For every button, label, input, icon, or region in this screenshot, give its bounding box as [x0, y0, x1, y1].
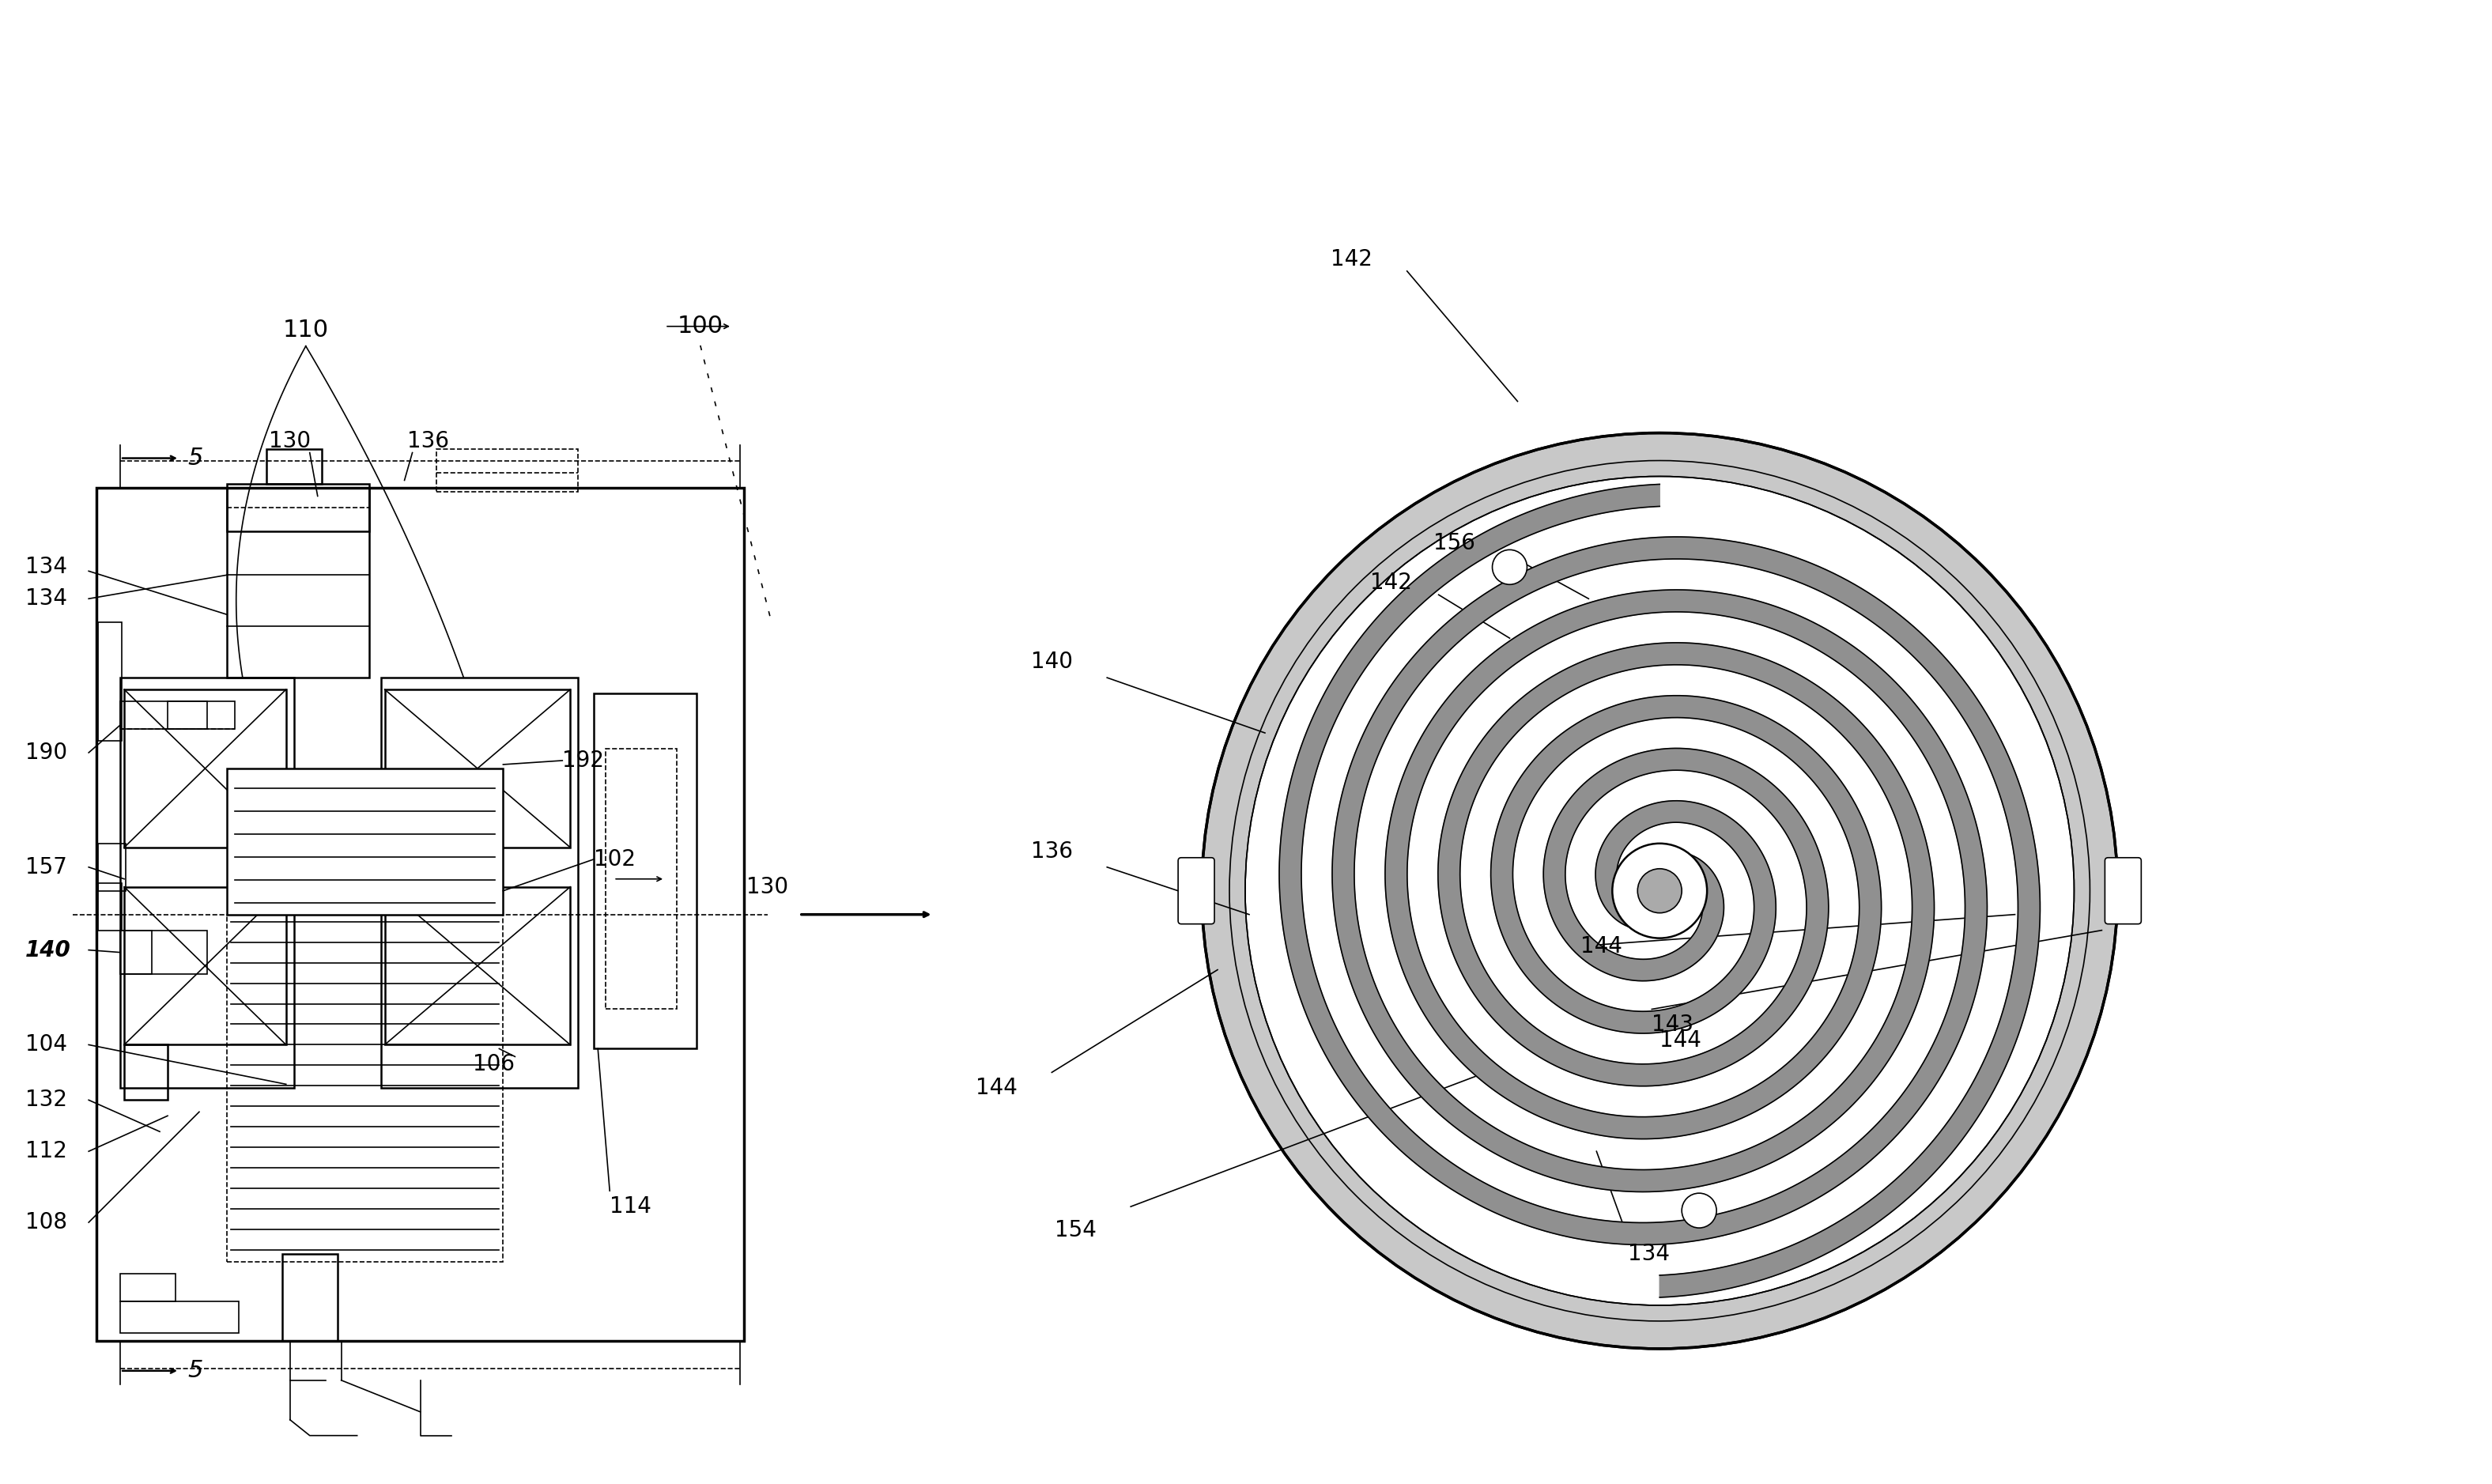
Bar — [120, 1301, 239, 1333]
FancyBboxPatch shape — [1179, 858, 1214, 925]
Bar — [384, 887, 571, 1045]
Bar — [97, 883, 122, 930]
Text: 134: 134 — [25, 556, 67, 579]
Circle shape — [1612, 843, 1707, 938]
Bar — [120, 1273, 174, 1301]
Text: 136: 136 — [1032, 840, 1072, 862]
Bar — [227, 488, 369, 678]
Text: 108: 108 — [25, 1211, 67, 1233]
FancyBboxPatch shape — [2106, 858, 2141, 925]
Bar — [97, 488, 745, 1342]
Text: 130: 130 — [269, 430, 312, 453]
Text: 140: 140 — [1032, 651, 1072, 672]
Text: 136: 136 — [406, 430, 449, 453]
Text: 142: 142 — [1331, 248, 1373, 270]
Circle shape — [1682, 1193, 1717, 1227]
Text: 100: 100 — [678, 315, 723, 338]
Bar — [282, 1254, 336, 1342]
Bar — [227, 484, 369, 531]
Bar — [125, 887, 287, 1045]
Text: 106: 106 — [473, 1054, 516, 1076]
Text: 134: 134 — [1627, 1244, 1670, 1264]
Bar — [167, 702, 207, 729]
Text: 134: 134 — [25, 588, 67, 610]
Bar — [97, 622, 122, 741]
Bar — [120, 930, 207, 974]
Polygon shape — [1278, 484, 1986, 1245]
Text: 190: 190 — [25, 742, 67, 764]
Text: 156: 156 — [1433, 533, 1475, 555]
Text: 104: 104 — [25, 1034, 67, 1055]
Circle shape — [1201, 433, 2118, 1349]
Text: 192: 192 — [563, 749, 603, 772]
Bar — [593, 693, 698, 1049]
Bar — [97, 843, 125, 890]
Text: 157: 157 — [25, 856, 67, 879]
Text: 144: 144 — [1580, 935, 1622, 957]
Text: 130: 130 — [748, 876, 787, 898]
Text: 144: 144 — [1660, 1030, 1702, 1052]
Bar — [120, 930, 152, 974]
Bar — [120, 702, 234, 729]
Circle shape — [1637, 868, 1682, 913]
Bar — [227, 769, 503, 914]
Bar — [120, 678, 294, 1088]
Text: 142: 142 — [1371, 571, 1413, 594]
Bar — [125, 690, 287, 847]
Bar — [606, 749, 678, 1009]
Bar — [125, 1045, 167, 1100]
Bar — [227, 914, 503, 1261]
Bar — [436, 448, 578, 493]
Text: 5: 5 — [187, 1359, 202, 1382]
Text: 144: 144 — [977, 1077, 1017, 1100]
Text: 140: 140 — [25, 939, 72, 962]
Circle shape — [1246, 476, 2073, 1306]
Text: 110: 110 — [282, 319, 329, 341]
Text: 143: 143 — [1652, 1014, 1695, 1036]
Bar — [384, 690, 571, 847]
Polygon shape — [1333, 537, 2041, 1297]
Text: 154: 154 — [1054, 1220, 1096, 1241]
Text: 102: 102 — [593, 849, 635, 870]
Text: 132: 132 — [25, 1089, 67, 1112]
Circle shape — [1493, 549, 1528, 585]
Text: 112: 112 — [25, 1140, 67, 1162]
Bar — [381, 678, 578, 1088]
Text: 5: 5 — [187, 447, 202, 469]
Bar — [267, 448, 321, 484]
Text: 114: 114 — [611, 1196, 650, 1218]
